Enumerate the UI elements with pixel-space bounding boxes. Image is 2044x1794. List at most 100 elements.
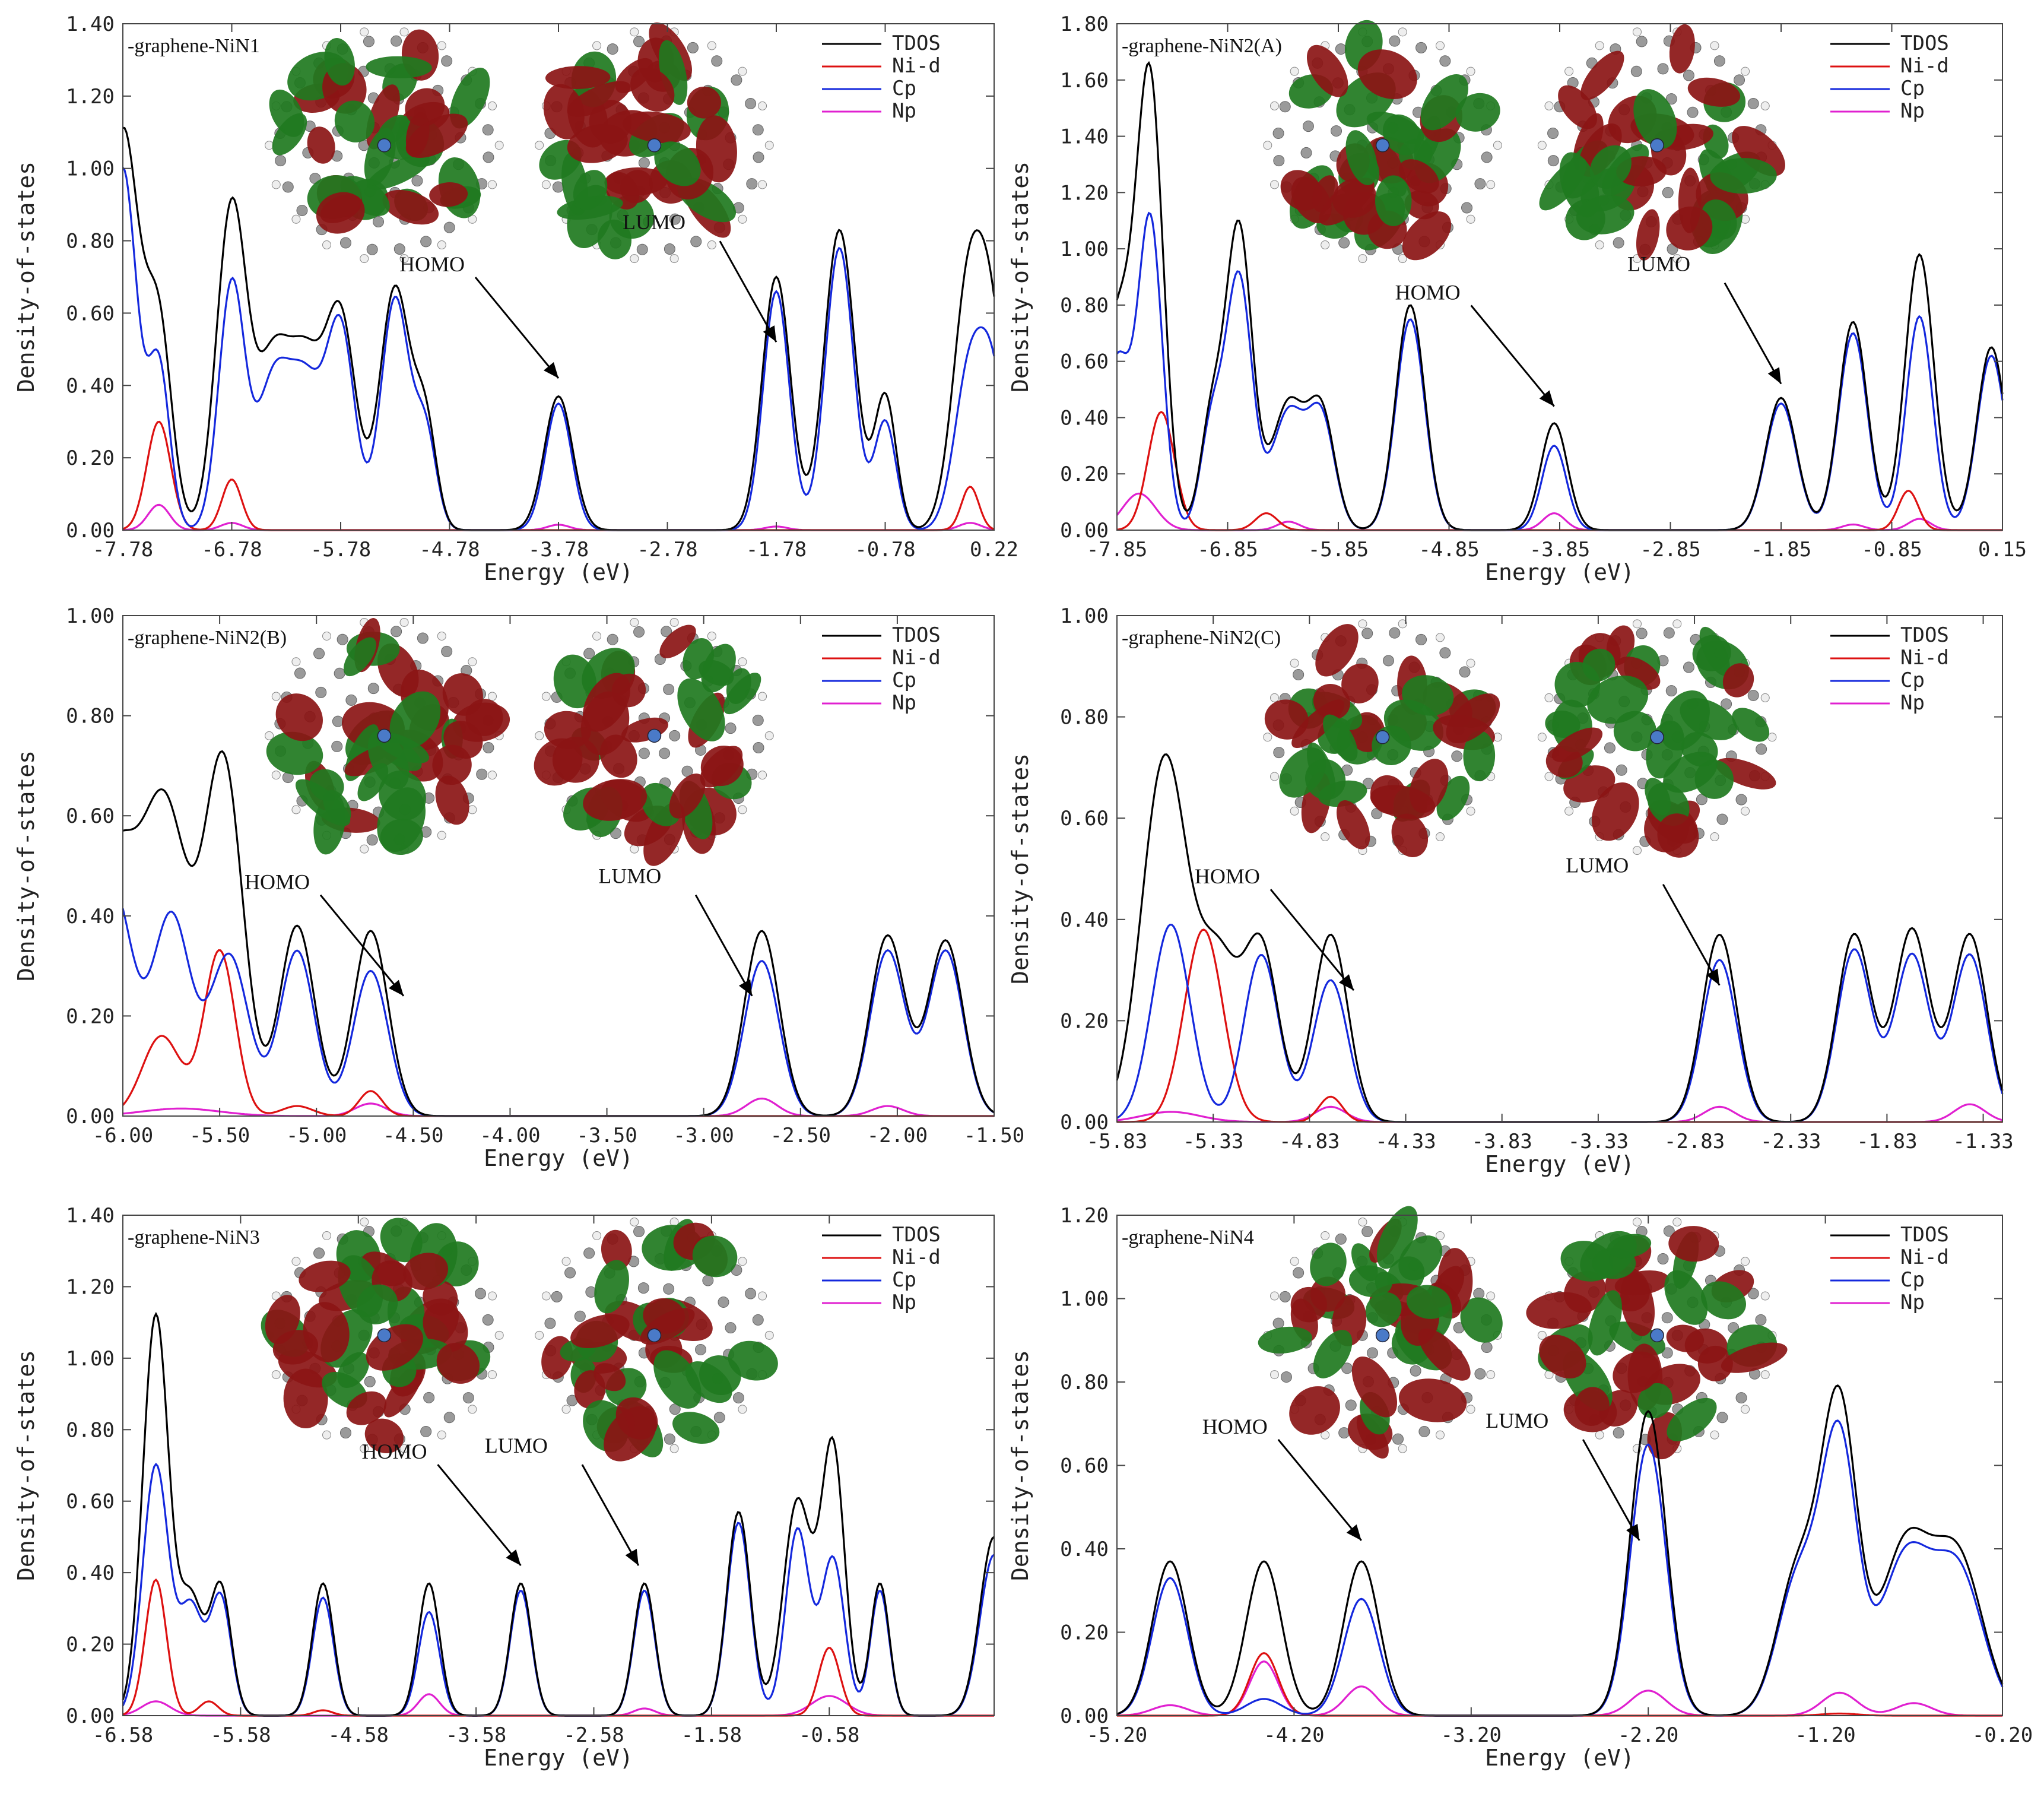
orbital-lobe-positive (1398, 1378, 1467, 1422)
hydrogen-atom (1290, 66, 1299, 76)
x-tick-label: -0.78 (855, 538, 915, 562)
y-tick-label: 0.20 (66, 446, 115, 470)
annotation-arrow (1582, 1439, 1640, 1541)
homo-label: HOMO (1202, 1415, 1268, 1438)
x-axis-label: Energy (eV) (1485, 1151, 1634, 1177)
legend-entry: Ni-d (1900, 54, 1949, 78)
x-tick-label: -4.83 (1279, 1130, 1340, 1153)
orbital-lobe-negative (1589, 145, 1632, 189)
hydrogen-atom (738, 805, 747, 814)
orbital-lobe-negative (1365, 1292, 1402, 1327)
carbon-atom (745, 1288, 757, 1299)
nickel-atom (647, 728, 662, 743)
carbon-atom (1293, 668, 1305, 680)
carbon-atom (423, 1392, 435, 1403)
orbital-lobe-negative (324, 38, 355, 86)
x-axis-label: Energy (eV) (1485, 1745, 1634, 1771)
carbon-atom (718, 1296, 729, 1308)
carbon-atom (702, 1275, 714, 1286)
dos-panel: -5.83 -5.33 -4.83 -4.33 -3.83 -3.33 -2.83 -2.33… (1007, 604, 2014, 1177)
annotation-arrow (1662, 883, 1721, 986)
nickel-atom (377, 138, 392, 153)
carbon-atom (1331, 125, 1342, 137)
orbital-lobe-positive (436, 1343, 480, 1384)
orbital-lobe-negative (1588, 1290, 1622, 1356)
carbon-atom (753, 151, 764, 163)
orbital-picture (535, 1217, 778, 1462)
orbital-lobe-negative (1463, 730, 1496, 781)
orbital-lobe-negative (594, 1260, 629, 1314)
hydrogen-atom (1564, 806, 1574, 816)
hydrogen-atom (360, 1444, 369, 1453)
carbon-atom (1663, 627, 1675, 639)
orbital-lobe-negative (272, 113, 307, 156)
orbital-picture (534, 617, 774, 866)
hydrogen-atom (1321, 1231, 1330, 1240)
series-nid-line (122, 420, 995, 531)
hydrogen-atom (1741, 1257, 1750, 1266)
orbital-lobe-negative (640, 782, 681, 826)
carbon-atom (1367, 1347, 1378, 1359)
hydrogen-atom (1486, 180, 1496, 189)
hydrogen-atom (535, 731, 544, 740)
hydrogen-atom (630, 617, 639, 627)
hydrogen-atom (1290, 1257, 1299, 1266)
annotation-arrow (474, 277, 560, 379)
carbon-atom (552, 181, 564, 193)
annotation-arrow (581, 1464, 640, 1566)
carbon-atom (1747, 1288, 1759, 1299)
orbital-lobe-positive (307, 126, 335, 164)
legend-entry: Ni-d (892, 646, 941, 670)
x-tick-label: 0.22 (970, 538, 1018, 562)
carbon-atom (1663, 1225, 1675, 1237)
carbon-atom (695, 1343, 707, 1355)
orbital-lobe-positive (1399, 159, 1439, 194)
hydrogen-atom (758, 1291, 767, 1301)
carbon-atom (315, 686, 327, 698)
orbital-lobe-negative (723, 673, 761, 715)
carbon-atom (1415, 633, 1427, 645)
hydrogen-atom (271, 692, 281, 701)
hydrogen-atom (1544, 772, 1554, 781)
orbital-lobe-negative (1406, 1285, 1451, 1319)
hydrogen-atom (1595, 1430, 1604, 1440)
hydrogen-atom (1321, 240, 1330, 250)
y-tick-label: 1.00 (1060, 237, 1109, 261)
hydrogen-atom (437, 41, 446, 50)
carbon-atom (1300, 147, 1312, 159)
hydrogen-atom (541, 180, 551, 189)
hydrogen-atom (535, 1330, 544, 1340)
hydrogen-atom (758, 771, 767, 780)
series-tdos-line (1116, 753, 2004, 1123)
carbon-atom (1630, 65, 1642, 77)
legend-entry: Ni-d (892, 1245, 941, 1269)
dos-panel: -7.85 -6.85 -5.85 -4.85 -3.85 -2.85 -1.85 -0.85… (1007, 12, 2027, 585)
y-tick-label: 1.20 (66, 85, 115, 109)
carbon-atom (313, 1247, 325, 1259)
hydrogen-atom (322, 1430, 331, 1440)
orbital-picture (265, 27, 504, 264)
carbon-atom (664, 243, 675, 255)
carbon-atom (1293, 1267, 1305, 1279)
hydrogen-atom (1398, 27, 1407, 37)
series-np-line (1116, 1660, 2002, 1717)
orbital-lobe-positive (1539, 1335, 1586, 1379)
hydrogen-atom (1710, 41, 1719, 50)
orbital-lobe-negative (1305, 759, 1346, 800)
orbital-lobe-positive (543, 84, 585, 140)
carbon-atom (607, 43, 618, 55)
orbital-picture (535, 22, 774, 264)
legend-entry: Np (892, 1291, 916, 1314)
hydrogen-atom (291, 657, 301, 667)
hydrogen-atom (291, 214, 301, 224)
carbon-atom (1451, 750, 1463, 762)
carbon-atom (583, 648, 595, 660)
orbital-lobe-negative (1710, 158, 1777, 194)
hydrogen-atom (488, 1291, 497, 1301)
legend-entry: Np (892, 99, 916, 123)
homo-label: HOMO (362, 1440, 427, 1463)
lumo-label: LUMO (598, 864, 661, 888)
orbital-lobe-positive (1715, 757, 1776, 790)
hydrogen-atom (1741, 66, 1750, 76)
hydrogen-atom (1672, 254, 1682, 264)
